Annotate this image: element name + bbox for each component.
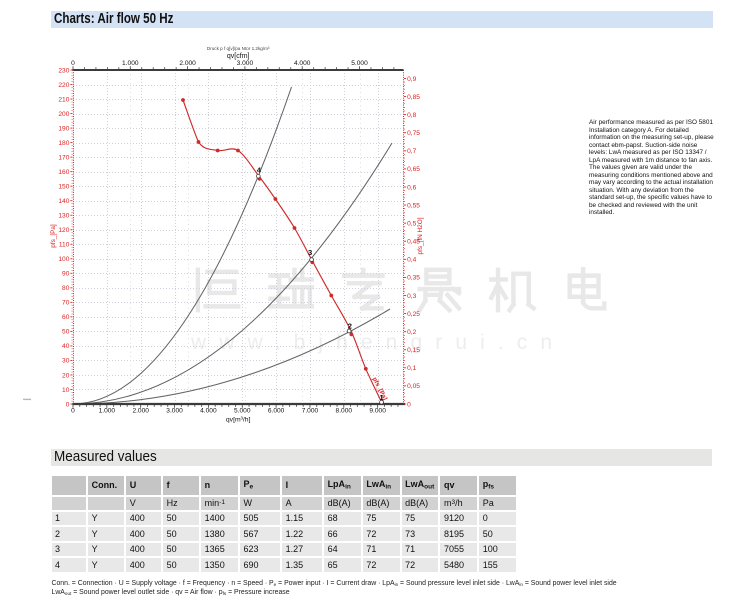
- svg-text:2.000: 2.000: [132, 408, 149, 415]
- svg-text:0,25: 0,25: [407, 311, 420, 318]
- svg-text:Druck p f q[v]/pa Ntor 1.2kg/m: Druck p f q[v]/pa Ntor 1.2kg/m³: [207, 46, 270, 51]
- svg-text:220: 220: [58, 82, 69, 89]
- svg-text:qv[cfm]: qv[cfm]: [227, 53, 250, 60]
- svg-text:2.000: 2.000: [179, 60, 196, 67]
- svg-text:9.000: 9.000: [369, 408, 386, 415]
- svg-text:0,35: 0,35: [407, 275, 420, 282]
- svg-text:0: 0: [71, 408, 75, 415]
- svg-text:5.000: 5.000: [234, 408, 251, 415]
- svg-text:70: 70: [62, 300, 70, 307]
- svg-text:4.000: 4.000: [294, 60, 311, 67]
- svg-text:0,15: 0,15: [407, 347, 420, 354]
- svg-text:1.000: 1.000: [99, 408, 116, 415]
- svg-text:0,4: 0,4: [407, 257, 416, 264]
- svg-text:0,75: 0,75: [407, 130, 420, 137]
- svg-text:0,7: 0,7: [407, 148, 416, 155]
- svg-text:4: 4: [257, 166, 262, 175]
- svg-text:170: 170: [58, 154, 69, 161]
- svg-text:0,8: 0,8: [407, 112, 416, 119]
- svg-text:3: 3: [308, 248, 312, 257]
- svg-text:1.000: 1.000: [122, 60, 139, 67]
- svg-text:8.000: 8.000: [336, 408, 353, 415]
- svg-text:0,05: 0,05: [407, 383, 420, 390]
- svg-text:0: 0: [407, 401, 411, 408]
- svg-text:110: 110: [59, 242, 70, 249]
- svg-text:80: 80: [62, 285, 70, 292]
- svg-text:190: 190: [58, 125, 69, 132]
- svg-text:qv[m³/h]: qv[m³/h]: [226, 417, 251, 424]
- svg-text:0,5: 0,5: [407, 220, 416, 227]
- svg-text:0: 0: [71, 60, 75, 67]
- svg-text:150: 150: [58, 183, 69, 190]
- svg-text:140: 140: [58, 198, 69, 205]
- svg-text:10: 10: [62, 387, 70, 394]
- svg-text:30: 30: [62, 358, 70, 365]
- svg-text:0,1: 0,1: [407, 365, 416, 372]
- svg-text:0,65: 0,65: [407, 166, 420, 173]
- svg-text:130: 130: [58, 213, 69, 220]
- svg-text:120: 120: [58, 227, 69, 234]
- svg-text:0,3: 0,3: [407, 293, 416, 300]
- svg-text:0,55: 0,55: [407, 202, 420, 209]
- svg-text:90: 90: [62, 271, 70, 278]
- svg-text:180: 180: [58, 140, 69, 147]
- svg-text:0,85: 0,85: [407, 94, 420, 101]
- svg-text:4.000: 4.000: [200, 408, 217, 415]
- svg-text:40: 40: [62, 343, 70, 350]
- svg-text:1: 1: [379, 393, 384, 402]
- svg-text:100: 100: [58, 256, 69, 263]
- svg-text:50: 50: [62, 329, 70, 336]
- svg-text:60: 60: [62, 314, 70, 321]
- svg-text:0,6: 0,6: [407, 184, 416, 191]
- svg-text:6.000: 6.000: [268, 408, 285, 415]
- svg-text:3.000: 3.000: [237, 60, 254, 67]
- svg-text:pfs_[Pa]: pfs_[Pa]: [50, 224, 57, 248]
- svg-text:7.000: 7.000: [302, 408, 319, 415]
- svg-text:210: 210: [58, 96, 69, 103]
- svg-text:230: 230: [58, 67, 69, 74]
- svg-text:pfs_[IN H2O]: pfs_[IN H2O]: [417, 217, 424, 254]
- svg-text:0,45: 0,45: [407, 239, 420, 246]
- svg-text:0,9: 0,9: [407, 76, 416, 83]
- svg-text:3.000: 3.000: [166, 408, 183, 415]
- svg-text:200: 200: [58, 111, 69, 118]
- svg-text:2: 2: [348, 322, 352, 331]
- svg-text:0: 0: [66, 401, 70, 408]
- svg-text:160: 160: [58, 169, 69, 176]
- svg-text:0,2: 0,2: [407, 329, 416, 336]
- svg-text:20: 20: [62, 372, 70, 379]
- svg-text:5.000: 5.000: [351, 60, 368, 67]
